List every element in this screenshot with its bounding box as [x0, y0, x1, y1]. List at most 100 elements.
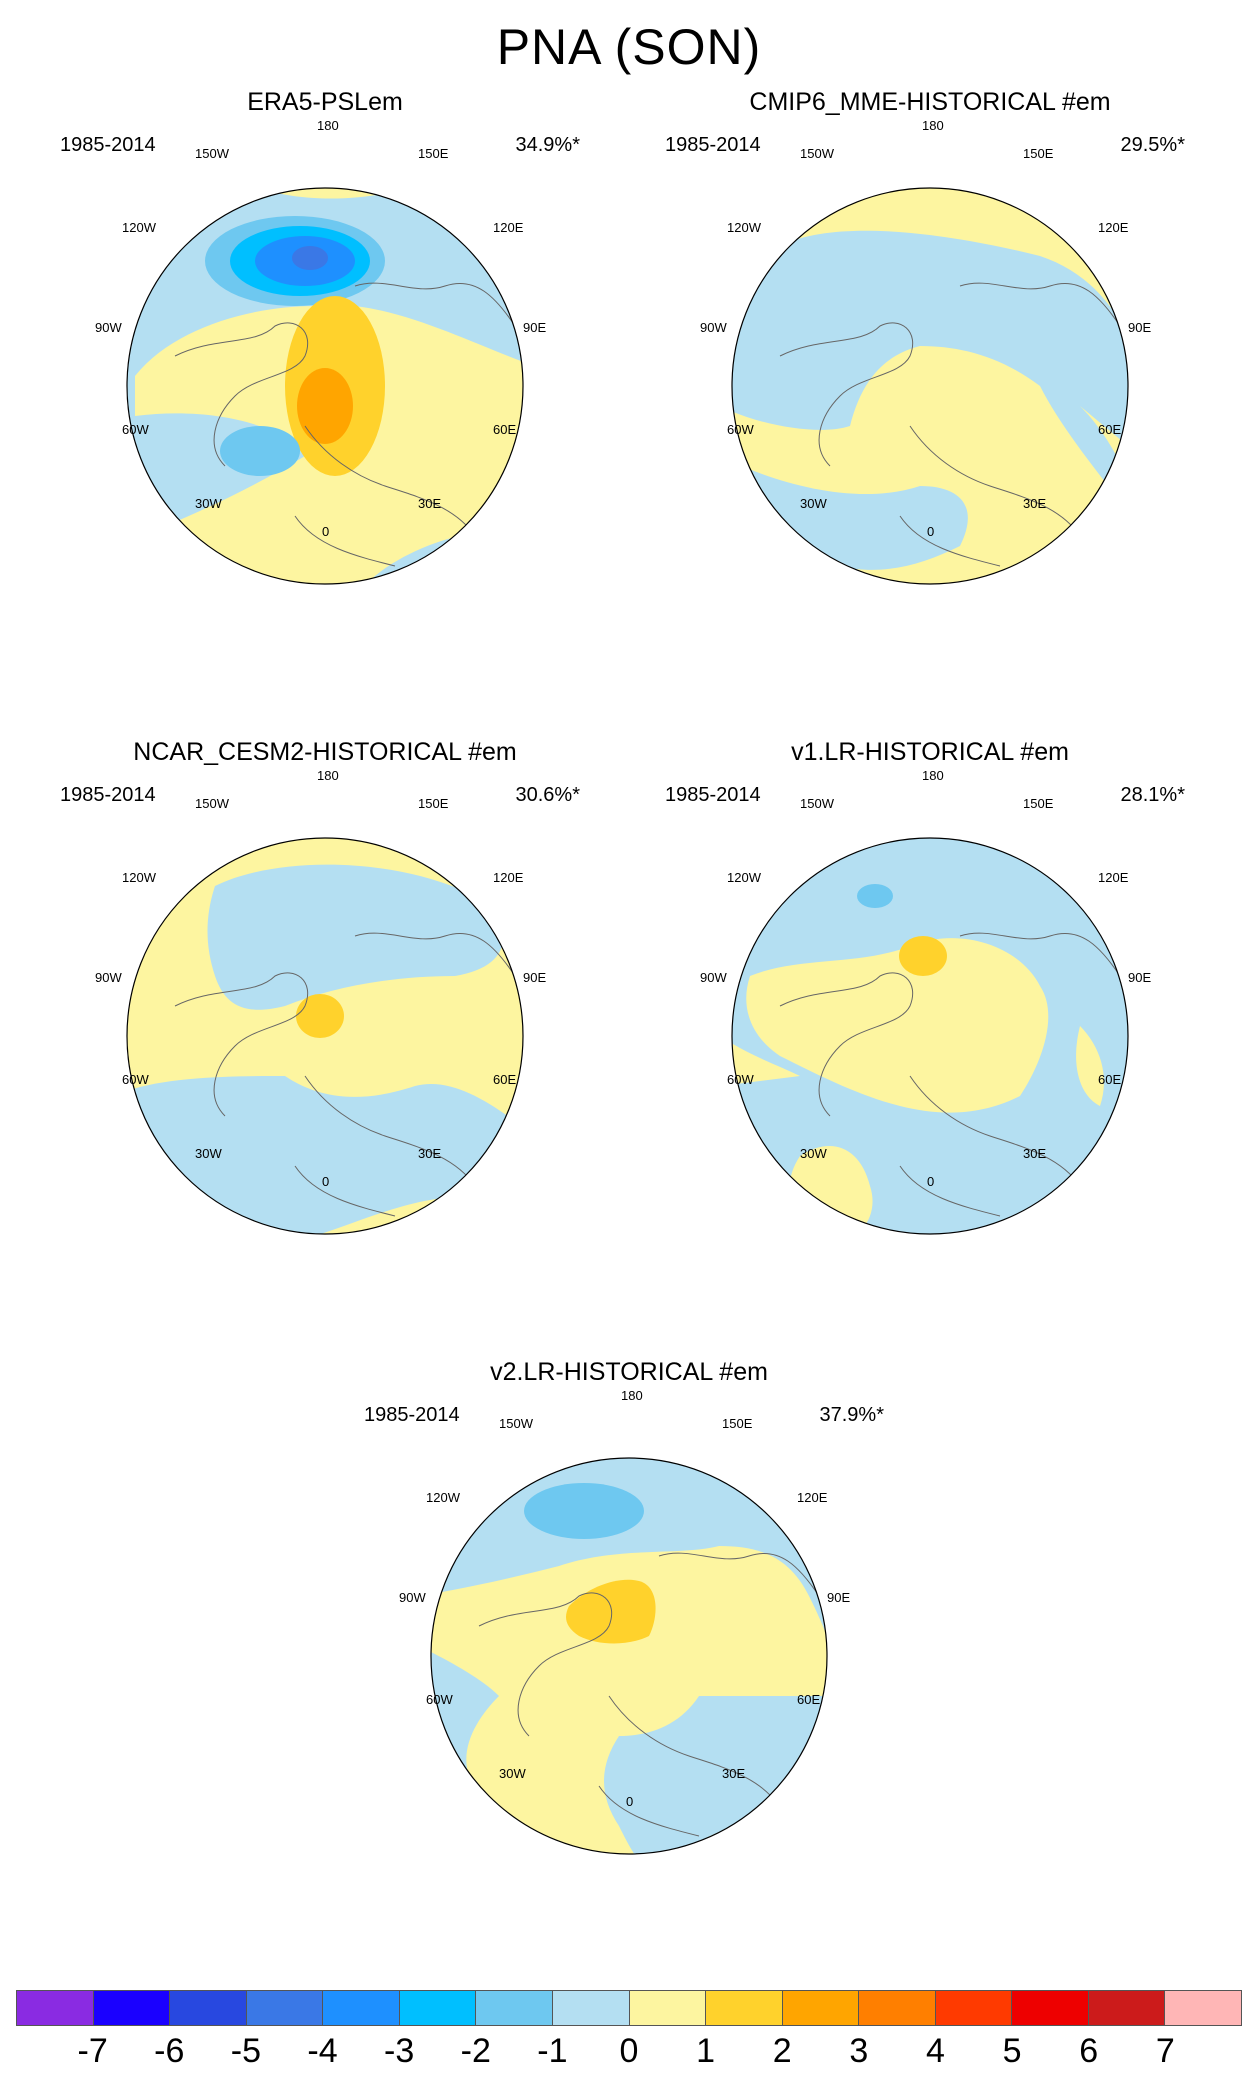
lon-label: 120W: [426, 1490, 460, 1505]
lon-label: 60W: [727, 422, 754, 437]
period-label: 1985-2014: [665, 784, 761, 806]
lon-label: 30E: [418, 1146, 442, 1161]
lon-label: 150E: [1023, 146, 1054, 161]
period-label: 1985-2014: [60, 134, 156, 156]
map-boundary: [126, 187, 524, 585]
lon-label: 60W: [122, 1072, 149, 1087]
lon-label: 60E: [1098, 422, 1122, 437]
coastlines: [779, 282, 1121, 567]
lon-label: 150E: [1023, 796, 1054, 811]
lon-label: 0: [322, 1174, 330, 1189]
lon-label: 150W: [195, 796, 229, 811]
contour-pos0: [1076, 1026, 1104, 1106]
lon-label: 90W: [700, 970, 727, 985]
lon-label: 180: [922, 118, 944, 133]
lon-label: 60E: [1098, 1072, 1122, 1087]
lon-label: 30E: [1023, 1146, 1047, 1161]
lon-label: 30E: [418, 496, 442, 511]
contour-pos0: [235, 188, 435, 199]
polar-map: [731, 187, 1129, 585]
lon-label: 150E: [418, 146, 449, 161]
lon-label: 90W: [95, 320, 122, 335]
period-label: 1985-2014: [665, 134, 761, 156]
colorbar-swatch: [246, 1990, 324, 2026]
colorbar-swatch: [782, 1990, 860, 2026]
polar-map: [430, 1457, 828, 1855]
variance-label: 29.5%*: [1120, 134, 1186, 156]
panel-v2-lr: v2.LR-HISTORICAL #em 1985-2014 37.9%* 18…: [344, 1358, 914, 1918]
lon-label: 90E: [1128, 970, 1152, 985]
lon-label: 60E: [797, 1692, 821, 1707]
polar-map: [126, 187, 524, 585]
lon-label: 30W: [800, 496, 827, 511]
variance-label: 34.9%*: [515, 134, 581, 156]
lon-label: 120W: [122, 870, 156, 885]
colorbar-tick-label: 0: [619, 2032, 639, 2070]
lon-label: 180: [922, 768, 944, 783]
variance-label: 30.6%*: [515, 784, 581, 806]
contour-pos3: [297, 368, 353, 444]
map-boundary: [731, 837, 1129, 1235]
colorbar-tick-label: 6: [1079, 2032, 1099, 2070]
lon-label: 30W: [800, 1146, 827, 1161]
colorbar: -7 -6 -5 -4 -3 -2 -1 0 1 2 3 4 5 6 7: [16, 1990, 1242, 2080]
lon-label: 90E: [827, 1590, 851, 1605]
contour-neg2: [220, 426, 300, 476]
lon-label: 90W: [399, 1590, 426, 1605]
lon-label: 180: [621, 1388, 643, 1403]
lon-label: 180: [317, 118, 339, 133]
lon-label: 120E: [493, 220, 524, 235]
colorbar-tick-label: -6: [154, 2032, 185, 2070]
lon-label: 150E: [722, 1416, 753, 1431]
lon-label: 60W: [122, 422, 149, 437]
map-boundary: [731, 187, 1129, 585]
colorbar-swatch: [16, 1990, 94, 2026]
coastlines: [174, 282, 516, 567]
lon-label: 150W: [195, 146, 229, 161]
colorbar-swatch: [1165, 1990, 1242, 2026]
panel-title: CMIP6_MME-HISTORICAL #em: [749, 88, 1111, 116]
panel-title: v1.LR-HISTORICAL #em: [791, 738, 1069, 766]
lon-label: 90E: [1128, 320, 1152, 335]
contour-neg1: [732, 456, 968, 570]
lon-label: 0: [927, 1174, 935, 1189]
colorbar-ticks: -7 -6 -5 -4 -3 -2 -1 0 1 2 3 4 5 6 7: [16, 2032, 1242, 2072]
contour-neg1: [127, 1076, 523, 1234]
colorbar-boxes: [16, 1990, 1242, 2026]
colorbar-tick-label: -1: [537, 2032, 568, 2070]
map-boundary: [126, 837, 524, 1235]
period-label: 1985-2014: [364, 1404, 460, 1426]
colorbar-swatch: [1012, 1990, 1089, 2026]
lon-label: 120W: [727, 870, 761, 885]
colorbar-tick-label: 3: [849, 2032, 869, 2070]
polar-map: [731, 837, 1129, 1235]
lon-label: 120W: [122, 220, 156, 235]
polar-map: [126, 837, 524, 1235]
lon-label: 0: [927, 524, 935, 539]
figure-title: PNA (SON): [496, 19, 762, 75]
lon-label: 60E: [493, 1072, 517, 1087]
panel-v1-lr: v1.LR-HISTORICAL #em 1985-2014 28.1%* 18…: [645, 738, 1215, 1298]
colorbar-swatch: [476, 1990, 553, 2026]
lon-label: 30W: [499, 1766, 526, 1781]
lon-label: 0: [322, 524, 330, 539]
colorbar-tick-label: 2: [772, 2032, 792, 2070]
lon-label: 30E: [722, 1766, 746, 1781]
panel-title: NCAR_CESM2-HISTORICAL #em: [133, 738, 517, 766]
lon-label: 30E: [1023, 496, 1047, 511]
colorbar-swatch: [93, 1990, 171, 2026]
colorbar-tick-label: 7: [1155, 2032, 1175, 2070]
map-boundary: [430, 1457, 828, 1855]
colorbar-swatch: [859, 1990, 936, 2026]
lon-label: 60W: [426, 1692, 453, 1707]
lon-label: 180: [317, 768, 339, 783]
lon-label: 150W: [800, 796, 834, 811]
contour-neg5: [292, 246, 328, 270]
colorbar-tick-label: 5: [1002, 2032, 1022, 2070]
period-label: 1985-2014: [60, 784, 156, 806]
contour-pos0: [746, 938, 1049, 1113]
contour-pos0: [431, 1546, 827, 1854]
lon-label: 150E: [418, 796, 449, 811]
lon-label: 30W: [195, 1146, 222, 1161]
lon-label: 120E: [1098, 220, 1129, 235]
